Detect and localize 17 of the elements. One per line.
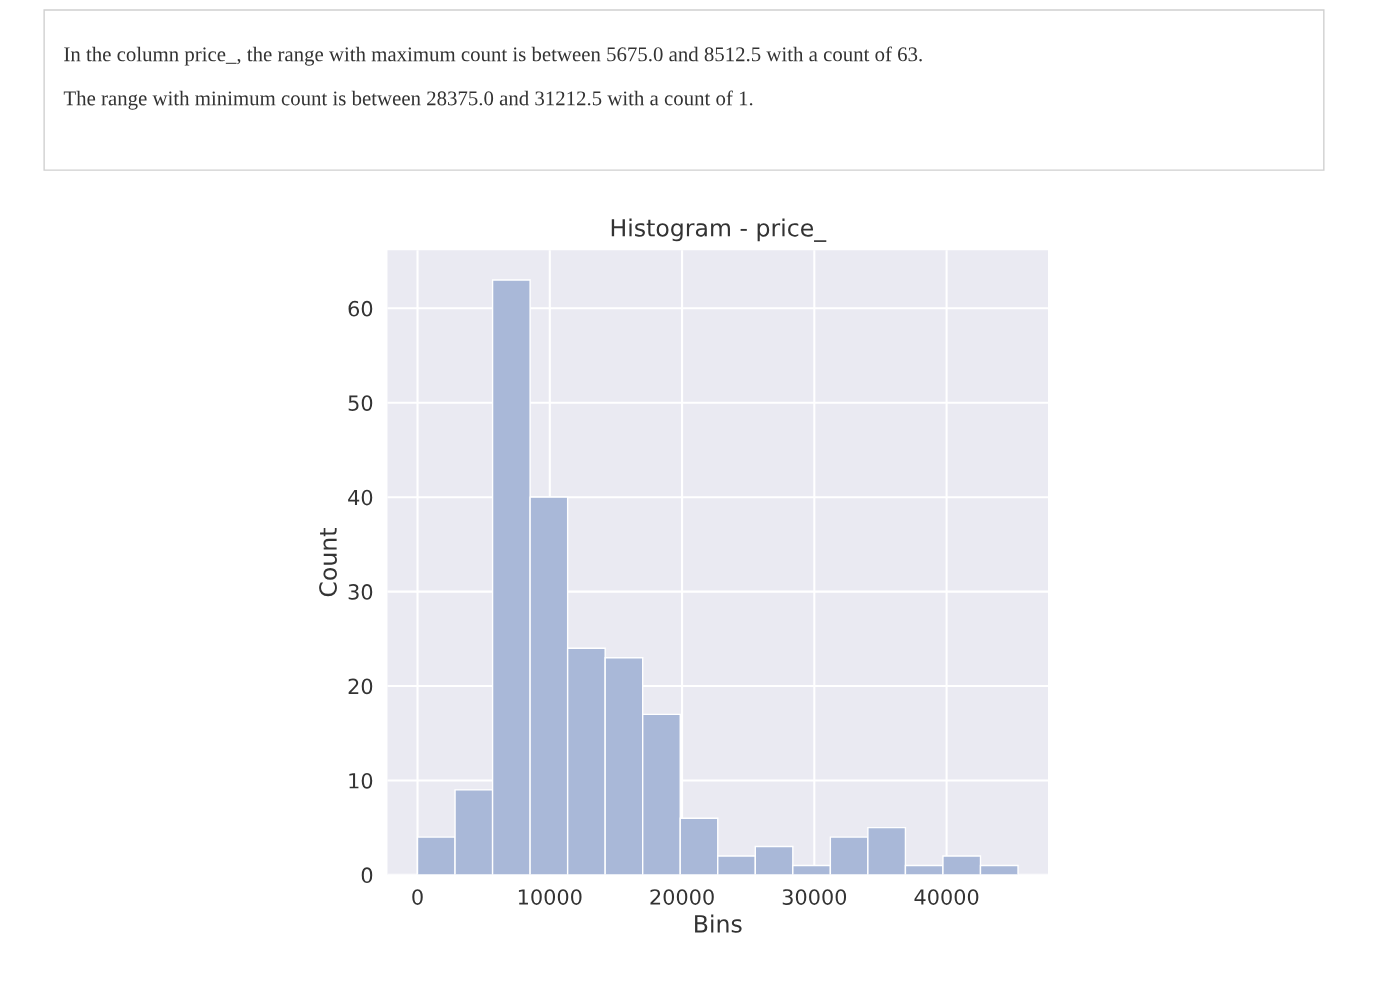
- text: The range with minimum count is between 28375.0 and 31212.5 with a count of 1.: [63, 90, 753, 110]
- x-axis-title: Bins: [695, 914, 742, 933]
- x-tick-label: 0: [412, 889, 423, 905]
- y-tick-label: 10: [349, 772, 373, 789]
- y-tick-label: 20: [348, 678, 373, 695]
- x-tick-label: 40000: [914, 889, 979, 905]
- y-tick-label: 60: [348, 300, 373, 317]
- y-axis-title: Count: [319, 528, 337, 597]
- y-tick-label: 40: [348, 489, 373, 506]
- y-tick-label: 0: [361, 867, 373, 884]
- y-tick-label: 50: [348, 395, 373, 411]
- text: In the column price_, the range with maximum count is between 5675.0 and 8512.5 with a count of 63.: [64, 46, 922, 66]
- x-tick-label: 10000: [518, 889, 582, 905]
- chart-title: Histogram - price_: [611, 218, 827, 242]
- x-tick-label: 20000: [650, 889, 714, 905]
- y-tick-label: 30: [348, 584, 373, 600]
- x-tick-label: 30000: [782, 889, 847, 905]
